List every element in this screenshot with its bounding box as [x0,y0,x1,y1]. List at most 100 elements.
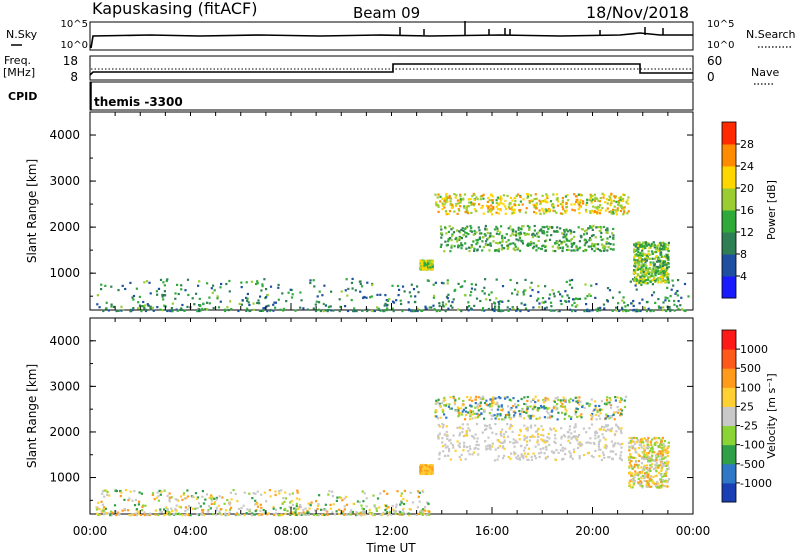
power-cell [585,232,588,235]
power-cell [175,308,178,311]
velocity-cell [631,467,634,470]
beam-title: Beam 09 [353,4,420,22]
velocity-cell [601,451,605,454]
velocity-cell [170,507,173,510]
power-cell [171,310,174,313]
velocity-cell [568,425,572,428]
power-cell [630,302,633,305]
velocity-cell [329,507,333,510]
power-cell [245,281,248,284]
velocity-cell [300,512,303,515]
velocity-cell [134,498,138,502]
power-cell [656,265,659,269]
power-cell [220,282,223,286]
power-cell [464,227,467,230]
velocity-cell [236,500,239,503]
power-cell [668,299,671,302]
power-cell [659,241,662,244]
velocity-cell [506,413,509,416]
velocity-cell [517,404,520,407]
velocity-cell [201,495,204,498]
velocity-cell [170,496,173,499]
velocity-cell [226,499,229,502]
velocity-cell [368,508,371,512]
power-cell [420,265,423,268]
power-cell [619,198,622,201]
freq-left-tick-top: 18 [63,54,78,68]
power-cell [653,263,656,266]
power-cell [645,274,648,277]
power-cell [647,242,650,245]
velocity-cell [359,512,362,515]
velocity-cell [512,442,515,445]
power-cell [468,250,471,253]
velocity-cell [564,435,567,438]
velocity-cell [483,417,486,420]
power-cell [521,225,524,228]
velocity-cell [437,435,440,438]
y-tick-label: 1000 [49,471,80,485]
velocity-cell [259,513,262,516]
power-cell [309,281,312,285]
power-cell [318,308,321,311]
velocity-cell [507,435,510,438]
velocity-cell [640,462,644,465]
power-cell [548,297,551,300]
power-cell [425,307,428,310]
power-cell [245,309,248,312]
power-cell [541,230,544,233]
power-cell [423,261,426,264]
velocity-cell [632,482,636,485]
power-cell [193,303,196,306]
velocity-cell [636,464,639,467]
power-cell [651,269,654,272]
velocity-cell [362,508,365,511]
colorbar-segment [722,210,736,233]
velocity-cell [452,434,455,437]
velocity-cell [441,422,444,426]
power-cell [514,245,517,248]
velocity-cell [196,513,199,516]
power-cell [488,249,491,252]
power-cell [621,308,624,311]
power-cell [664,261,667,264]
power-cell [573,230,576,234]
power-cell [638,253,641,256]
power-cell [501,236,504,239]
velocity-cell [663,444,666,448]
velocity-cell [168,500,171,503]
power-cell [535,204,538,207]
power-cell [570,245,573,248]
power-cell [657,279,660,282]
velocity-cell [643,449,647,452]
velocity-cell [616,396,619,399]
power-cell [571,244,574,247]
velocity-cell [119,494,122,498]
power-cell [487,243,490,246]
velocity-cell [592,456,595,459]
velocity-cell [323,513,326,517]
power-cell [492,207,495,210]
velocity-cell [227,513,230,516]
power-cell [277,286,280,289]
velocity-cell [331,511,334,514]
power-cell [632,309,635,312]
power-cell [601,246,604,249]
velocity-cell [304,513,308,517]
velocity-cell [402,498,405,501]
power-cell [498,247,501,250]
colorbar-tick-label: -500 [740,458,765,471]
power-cell [606,249,609,252]
velocity-cell [532,406,535,409]
power-cell [625,201,628,204]
velocity-cell [299,504,302,507]
power-cell [667,262,670,265]
velocity-cell [217,504,220,507]
power-cell [484,234,487,237]
velocity-cell [370,512,373,515]
velocity-cell [221,496,224,499]
power-cell [212,306,215,310]
power-cell [447,293,450,296]
power-cell [571,304,574,307]
power-cell [627,309,630,312]
